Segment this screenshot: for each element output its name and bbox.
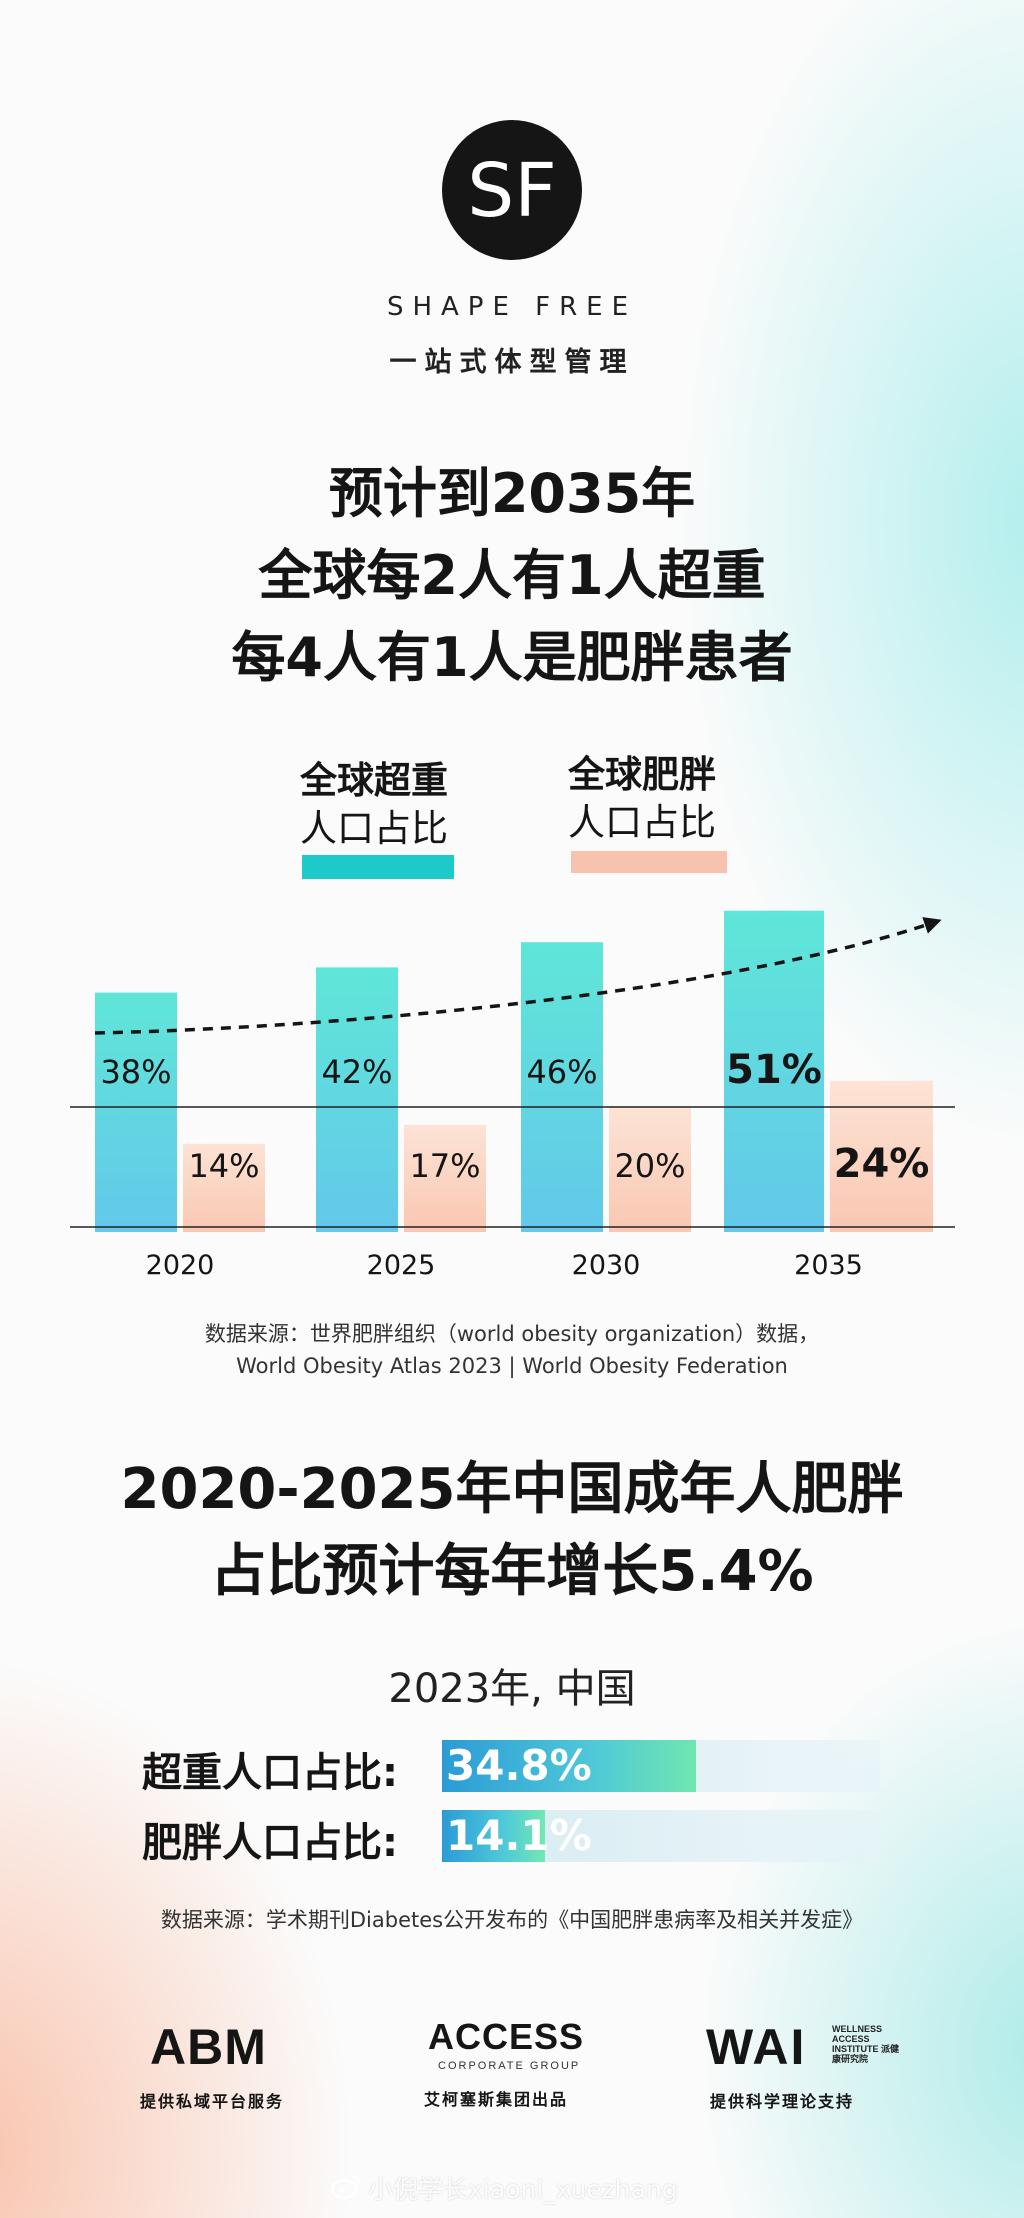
abm-logo: ABM	[150, 2019, 267, 2075]
x-tick-label-2025: 2025	[367, 1250, 436, 1281]
legend-overweight-swatch	[302, 855, 454, 879]
obesity-stat-value: 14.1%	[446, 1811, 592, 1860]
bars-layer	[95, 910, 933, 1232]
legend-obesity-swatch	[571, 851, 727, 873]
wai-subtitle: WELLNESS ACCESS INSTITUTE 派健康研究院	[832, 2024, 899, 2064]
wai-logo: WAI	[706, 2019, 807, 2075]
china-stats-title: 2023年, 中国	[388, 1666, 636, 1712]
obesity-value-label-2035: 24%	[834, 1141, 930, 1187]
headline-line-3: 每4人有1人是肥胖患者	[231, 626, 793, 689]
obesity-progress-fill	[442, 1810, 545, 1862]
brand-logo-mark: SF	[467, 148, 557, 234]
headline-line-2: 全球每2人有1人超重	[258, 544, 766, 607]
overweight-progress-fill	[442, 1740, 696, 1792]
watermark-text: 小倪学长xiaoni_xuezhang	[368, 2175, 678, 2204]
overweight-value-label-2035: 51%	[726, 1047, 822, 1093]
obesity-bar-2020	[183, 1143, 265, 1232]
overweight-bar-2035	[724, 910, 824, 1232]
access-subtitle: CORPORATE GROUP	[438, 2060, 581, 2072]
headline-line-1: 预计到2035年	[328, 462, 696, 525]
wai-caption: 提供科学理论支持	[710, 2094, 855, 2111]
labels-layer: 38% 42% 46% 51% 14% 17% 20% 24% 2020 2025 2030 2035	[100, 1047, 929, 1281]
legend-overweight-line-2: 人口占比	[300, 807, 448, 850]
trend-arrow	[94, 917, 942, 1035]
x-tick-label-2030: 2030	[572, 1250, 641, 1281]
brand-logo	[442, 120, 582, 260]
obesity-bar-2030	[609, 1106, 691, 1232]
overweight-stat-label: 超重人口占比:	[142, 1750, 398, 1796]
obesity-value-label-2020: 14%	[188, 1147, 259, 1185]
legend-obesity-line-2: 人口占比	[568, 801, 716, 844]
overweight-value-label-2025: 42%	[321, 1053, 392, 1091]
overweight-stat-value: 34.8%	[446, 1741, 592, 1790]
access-logo: ACCESS	[428, 2016, 585, 2057]
legend-overweight-line-1: 全球超重	[300, 759, 448, 802]
abm-caption: 提供私域平台服务	[140, 2094, 285, 2111]
source-china: 数据来源：学术期刊Diabetes公开发布的《中国肥胖患病率及相关并发症》	[160, 1908, 864, 1932]
obesity-stat-label: 肥胖人口占比:	[142, 1820, 398, 1866]
x-tick-label-2020: 2020	[146, 1250, 215, 1281]
brand-logo-text: SF	[467, 148, 557, 234]
overweight-bar-2030	[521, 942, 603, 1232]
obesity-bar-2025	[404, 1124, 486, 1232]
bar-chart: 38% 42% 46% 51% 14% 17% 20% 24% 2020 2025 2030 2035	[70, 910, 955, 1281]
overweight-value-label-2020: 38%	[100, 1053, 171, 1091]
x-tick-label-2035: 2035	[794, 1250, 863, 1281]
source-line-2: World Obesity Atlas 2023 | World Obesity…	[236, 1354, 788, 1378]
brand-name-cn: 一站式体型管理	[389, 347, 635, 378]
obesity-value-label-2030: 20%	[614, 1147, 685, 1185]
access-caption: 艾柯塞斯集团出品	[424, 2092, 569, 2109]
china-headline-line-2: 占比预计每年增长5.4%	[210, 1539, 814, 1604]
overweight-bar-2020	[95, 992, 177, 1232]
weibo-icon	[330, 2174, 361, 2200]
obesity-bar-2035	[830, 1080, 933, 1232]
overweight-bar-2025	[316, 967, 398, 1232]
source-line-1: 数据来源：世界肥胖组织（world obesity organization）数…	[204, 1322, 820, 1346]
brand-name-en: SHAPE FREE	[386, 292, 638, 322]
legend-obesity-line-1: 全球肥胖	[568, 753, 716, 796]
obesity-value-label-2025: 17%	[409, 1147, 480, 1185]
overweight-value-label-2030: 46%	[526, 1053, 597, 1091]
china-headline-line-1: 2020-2025年中国成年人肥胖	[120, 1457, 904, 1522]
